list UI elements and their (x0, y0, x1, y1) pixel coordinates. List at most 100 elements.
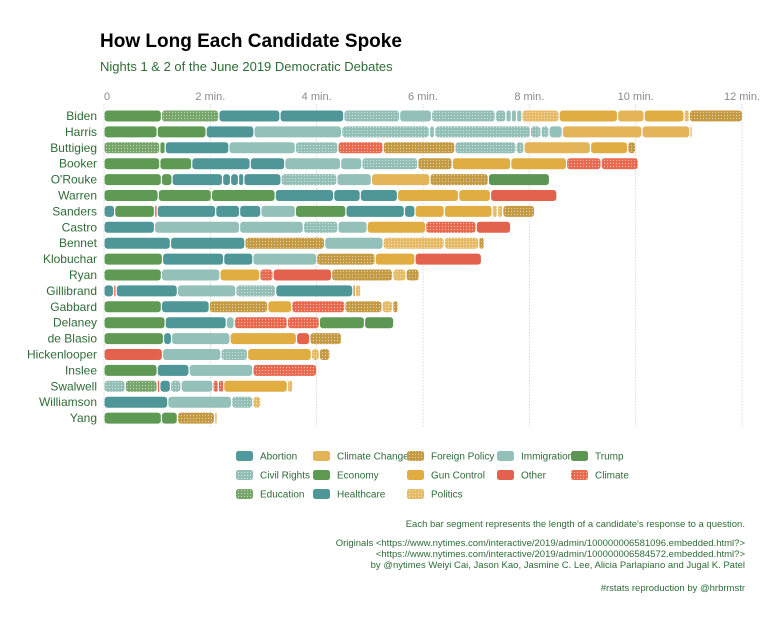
bar-segment-immigration (517, 110, 522, 122)
bar-delaney (104, 317, 394, 329)
legend-label-economy: Economy (337, 471, 379, 482)
bar-segment-civil-rights (516, 142, 524, 154)
candidate-label-booker: Booker (59, 157, 97, 171)
bar-segment-healthcare (160, 380, 170, 392)
bar-segment-gun-control (224, 380, 287, 392)
bar-segment-civil-rights (455, 142, 516, 154)
bar-bennet (104, 237, 484, 249)
bar-segment-economy (211, 190, 275, 201)
caption-description: Each bar segment represents the length o… (406, 519, 745, 530)
bar-segment-civil-rights (342, 126, 429, 138)
bar-biden (104, 110, 742, 122)
bar-segment-civil-rights (296, 142, 338, 154)
bar-segment-healthcare (360, 190, 397, 201)
bar-segment-healthcare (244, 174, 281, 186)
bar-segment-education (125, 380, 157, 392)
bar-segment-foreign-policy (245, 237, 325, 249)
caption-originals-2: <https://www.nytimes.com/interactive/201… (376, 549, 746, 560)
bar-inslee (104, 364, 317, 376)
bar-segment-immigration (325, 237, 383, 249)
candidate-label-buttigieg: Buttigieg (50, 141, 97, 155)
bar-segment-healthcare (280, 110, 344, 122)
bar-klobuchar (104, 253, 481, 265)
legend-key-other (497, 470, 514, 480)
bar-segment-healthcare (404, 205, 415, 217)
bar-segment-economy (104, 317, 165, 329)
bar-segment-politics (444, 237, 479, 249)
bar-segment-climate (114, 285, 116, 297)
candidate-label-castro: Castro (62, 220, 98, 234)
bar-segment-gun-control (511, 158, 566, 170)
caption-authors: by @nytimes Weiyi Cai, Jason Kao, Jasmin… (371, 560, 745, 571)
bar-segment-foreign-policy (332, 269, 393, 281)
candidate-label-gillibrand: Gillibrand (46, 284, 97, 298)
bar-segment-climate (567, 158, 601, 170)
bar-segment-foreign-policy (628, 142, 636, 154)
bar-segment-healthcare (104, 205, 115, 217)
bar-segment-politics (288, 380, 293, 392)
bar-segment-immigration (181, 380, 213, 392)
stacked-bars (104, 110, 742, 424)
bar-segment-foreign-policy (689, 110, 742, 122)
bar-segment-healthcare (104, 221, 154, 233)
bar-segment-politics (311, 349, 319, 360)
bar-segment-foreign-policy (310, 333, 342, 345)
bar-booker (104, 158, 638, 170)
bar-segment-economy (104, 110, 161, 122)
bar-swalwell (104, 380, 293, 392)
bar-segment-politics (690, 126, 692, 138)
bar-segment-healthcare (165, 142, 229, 154)
bar-segment-civil-rights (435, 126, 530, 138)
bar-hickenlooper (104, 349, 330, 360)
bar-segment-gun-control (452, 158, 511, 170)
candidate-label-delaney: Delaney (53, 316, 97, 330)
bar-segment-immigration (155, 221, 239, 233)
bar-segment-other (273, 269, 331, 281)
bar-segment-foreign-policy (503, 205, 535, 217)
bar-williamson (104, 396, 261, 408)
bar-segment-foreign-policy (406, 269, 419, 281)
bar-segment-climate-change (618, 110, 644, 122)
legend-label-immigration: Immigration (521, 452, 573, 463)
bar-segment-economy (104, 174, 161, 186)
bar-segment-climate (426, 221, 476, 233)
bar-segment-healthcare (239, 174, 244, 186)
bar-segment-healthcare (231, 174, 238, 186)
x-tick-label: 12 min. (724, 91, 760, 103)
bar-segment-climate-change (642, 126, 690, 138)
bar-segment-foreign-policy (383, 142, 455, 154)
bar-segment-gun-control (398, 190, 459, 201)
bar-segment-civil-rights (236, 285, 276, 297)
bar-segment-economy (115, 205, 154, 217)
bar-segment-civil-rights (221, 349, 247, 360)
bar-ryan (104, 269, 419, 281)
bar-segment-civil-rights (171, 380, 181, 392)
candidate-label-biden: Biden (66, 109, 97, 123)
bar-segment-climate (260, 269, 273, 281)
bar-segment-economy (104, 190, 158, 201)
bar-segment-healthcare (334, 190, 360, 201)
bar-segment-gun-control (375, 253, 415, 265)
candidate-labels: BidenHarrisButtigiegBookerO'RoukeWarrenS… (27, 109, 98, 425)
bar-segment-politics (382, 301, 393, 313)
bar-segment-trump (365, 317, 394, 329)
bar-segment-other (491, 190, 557, 201)
bar-segment-economy (104, 364, 157, 376)
candidate-label-hickenlooper: Hickenlooper (27, 348, 97, 362)
bar-segment-immigration (172, 333, 230, 345)
bar-segment-civil-rights (344, 110, 400, 122)
bar-segment-climate-change (524, 142, 590, 154)
bar-segment-gun-control (248, 349, 311, 360)
legend-key-healthcare (313, 489, 330, 499)
bar-segment-foreign-policy (177, 412, 214, 424)
bar-segment-economy (104, 301, 161, 313)
x-tick-label: 10 min. (618, 91, 654, 103)
bar-segment-civil-rights (541, 126, 549, 138)
legend-label-foreign-policy: Foreign Policy (431, 452, 494, 463)
bar-segment-civil-rights (281, 174, 337, 186)
bar-segment-other (415, 253, 481, 265)
bar-segment-gun-control (459, 190, 490, 201)
bar-segment-immigration (253, 253, 317, 265)
bar-segment-civil-rights (232, 396, 253, 408)
